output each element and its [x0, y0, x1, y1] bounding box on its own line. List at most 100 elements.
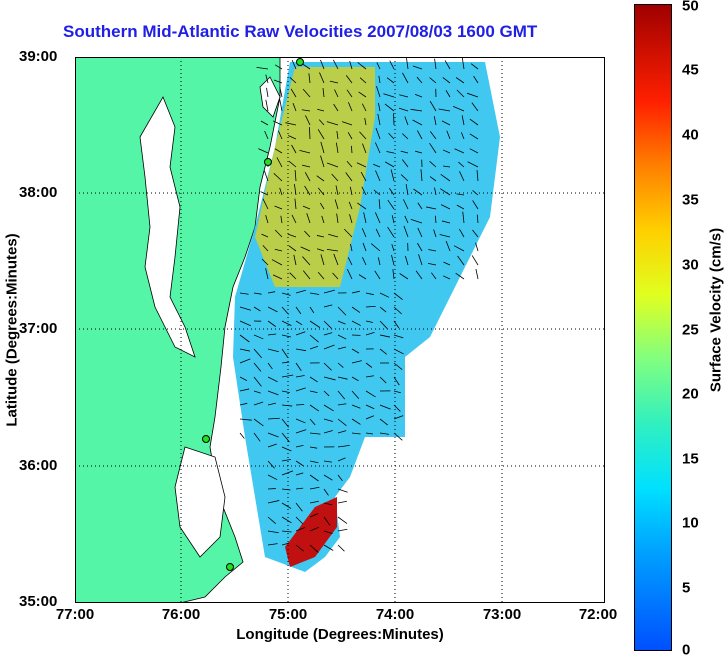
- velocity-arrow: [295, 375, 305, 378]
- velocity-arrow: [475, 268, 479, 280]
- velocity-arrow: [267, 376, 278, 383]
- colorbar-tick: 40: [682, 126, 699, 144]
- velocity-arrow: [290, 88, 297, 98]
- velocity-arrow: [376, 86, 381, 98]
- velocity-arrow: [337, 544, 345, 552]
- velocity-arrow: [417, 242, 423, 252]
- colorbar-tick: 20: [682, 385, 699, 403]
- velocity-arrow: [332, 272, 339, 280]
- velocity-arrow: [471, 102, 479, 112]
- velocity-arrow: [456, 89, 465, 98]
- velocity-arrow: [294, 198, 297, 210]
- velocity-arrow: [374, 142, 381, 154]
- lat-tick: 37:00: [19, 320, 58, 337]
- velocity-arrow: [442, 275, 451, 280]
- colorbar-tick: 35: [682, 191, 699, 209]
- map-frame: [75, 57, 605, 603]
- colorbar: [634, 4, 672, 651]
- velocity-arrow: [375, 228, 381, 238]
- lon-tick: 77:00: [55, 606, 95, 623]
- velocity-arrow: [279, 86, 283, 98]
- velocity-arrow: [406, 58, 409, 70]
- velocity-arrow: [309, 306, 315, 314]
- velocity-arrow: [429, 131, 437, 140]
- velocity-arrow: [274, 229, 283, 238]
- velocity-arrow: [457, 255, 465, 266]
- velocity-arrow: [309, 292, 320, 295]
- velocity-arrow: [414, 94, 423, 98]
- lat-tick: 36:00: [19, 457, 58, 474]
- velocity-arrow: [322, 88, 325, 98]
- velocity-arrow: [383, 93, 395, 98]
- velocity-arrow: [317, 129, 325, 140]
- radar-site: [264, 158, 272, 166]
- velocity-arrow: [323, 418, 333, 422]
- velocity-arrow: [320, 254, 325, 266]
- velocity-arrow: [384, 103, 395, 112]
- velocity-arrow: [267, 516, 277, 524]
- colorbar-label: Surface Velocity (cm/s): [707, 227, 724, 393]
- velocity-arrow: [404, 255, 409, 266]
- velocity-arrow: [316, 175, 325, 182]
- velocity-arrow: [239, 418, 252, 421]
- velocity-arrow: [267, 348, 279, 353]
- velocity-arrow: [439, 234, 451, 238]
- velocity-arrow: [320, 141, 325, 154]
- velocity-arrow: [445, 240, 451, 252]
- velocity-arrow: [266, 87, 269, 98]
- velocity-arrow: [281, 470, 294, 476]
- velocity-arrow: [388, 132, 395, 140]
- velocity-arrow: [379, 320, 388, 329]
- velocity-arrow: [456, 204, 465, 210]
- velocity-arrow: [393, 404, 401, 412]
- velocity-arrow: [438, 108, 451, 112]
- velocity-arrow: [347, 257, 353, 266]
- velocity-arrow: [377, 113, 381, 126]
- velocity-arrow: [309, 526, 319, 532]
- velocity-arrow: [309, 500, 319, 504]
- velocity-arrow: [348, 201, 353, 210]
- velocity-arrow: [389, 188, 395, 196]
- velocity-arrow: [351, 306, 361, 313]
- velocity-arrow: [256, 66, 269, 70]
- colorbar-tick: 45: [682, 61, 699, 79]
- velocity-arrow: [452, 105, 465, 112]
- velocity-arrow: [365, 432, 374, 435]
- lon-tick: 75:00: [268, 606, 308, 623]
- velocity-arrow: [323, 544, 334, 551]
- grid-lines: [75, 57, 605, 603]
- velocity-arrow: [264, 170, 269, 182]
- velocity-arrow: [428, 249, 437, 252]
- velocity-arrow: [345, 172, 353, 182]
- velocity-arrow: [295, 348, 307, 352]
- velocity-arrow: [273, 79, 283, 84]
- velocity-arrow: [336, 131, 339, 140]
- velocity-arrow: [434, 58, 437, 70]
- velocity-arrow: [295, 502, 303, 512]
- velocity-arrow: [295, 289, 306, 294]
- velocity-arrow: [459, 228, 465, 238]
- velocity-arrow: [351, 290, 360, 294]
- velocity-arrow: [433, 229, 437, 238]
- velocity-arrow: [429, 161, 437, 168]
- velocity-arrow: [239, 402, 248, 406]
- velocity-arrow: [357, 62, 367, 70]
- velocity-arrow: [356, 162, 367, 168]
- velocity-arrow: [455, 77, 465, 84]
- velocity-arrow: [472, 229, 479, 238]
- velocity-arrow: [459, 171, 465, 182]
- velocity-arrow: [378, 75, 381, 84]
- velocity-arrow: [279, 99, 283, 112]
- velocity-arrow: [309, 486, 320, 490]
- velocity-arrow: [333, 253, 339, 266]
- velocity-arrow: [281, 361, 290, 364]
- velocity-arrow: [316, 248, 325, 252]
- colorbar-tick: 30: [682, 256, 699, 274]
- velocity-arrow: [418, 254, 423, 266]
- velocity-arrow: [471, 255, 479, 266]
- velocity-map: [75, 57, 605, 603]
- velocity-arrow: [351, 376, 359, 382]
- velocity-arrow: [295, 526, 306, 532]
- velocity-arrow: [301, 109, 311, 112]
- velocity-arrow: [412, 119, 423, 126]
